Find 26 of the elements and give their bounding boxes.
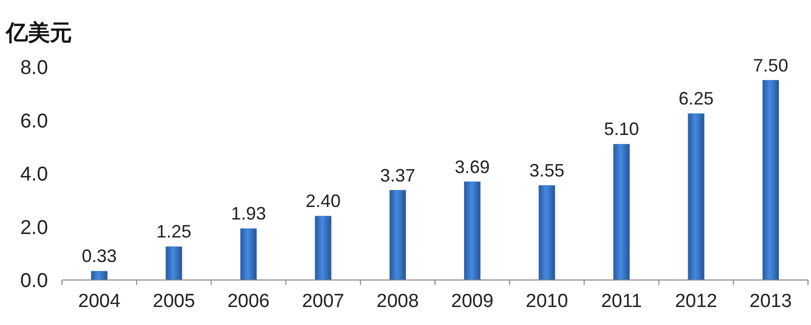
y-tick-label: 0.0 [20, 270, 48, 292]
data-label: 6.25 [678, 88, 714, 109]
data-label: 3.37 [380, 165, 416, 186]
data-label: 1.25 [156, 222, 192, 242]
data-label: 7.50 [753, 55, 788, 76]
data-label: 3.69 [454, 156, 490, 177]
data-label: 2.40 [306, 191, 341, 212]
x-tick-label: 2006 [227, 291, 270, 312]
x-tick-label: 2009 [451, 291, 494, 312]
x-tick-label: 2005 [152, 291, 196, 312]
y-tick-label: 8.0 [20, 57, 48, 79]
data-label: 5.10 [604, 119, 640, 140]
x-tick-label: 2010 [526, 291, 568, 312]
x-tick-label: 2004 [78, 291, 121, 312]
y-tick-label: 6.0 [20, 110, 48, 132]
x-tick-label: 2007 [302, 291, 344, 312]
data-label: 0.33 [82, 246, 117, 266]
y-axis-title: 亿美元 [5, 20, 72, 45]
x-tick-label: 2013 [750, 291, 792, 312]
data-label: 3.55 [529, 160, 564, 180]
y-tick-label: 2.0 [20, 216, 48, 239]
y-tick-label: 4.0 [20, 164, 48, 186]
x-tick-label: 2008 [376, 291, 419, 312]
x-tick-label: 2011 [601, 291, 642, 312]
data-label: 1.93 [230, 204, 266, 224]
x-tick-label: 2012 [674, 291, 718, 312]
